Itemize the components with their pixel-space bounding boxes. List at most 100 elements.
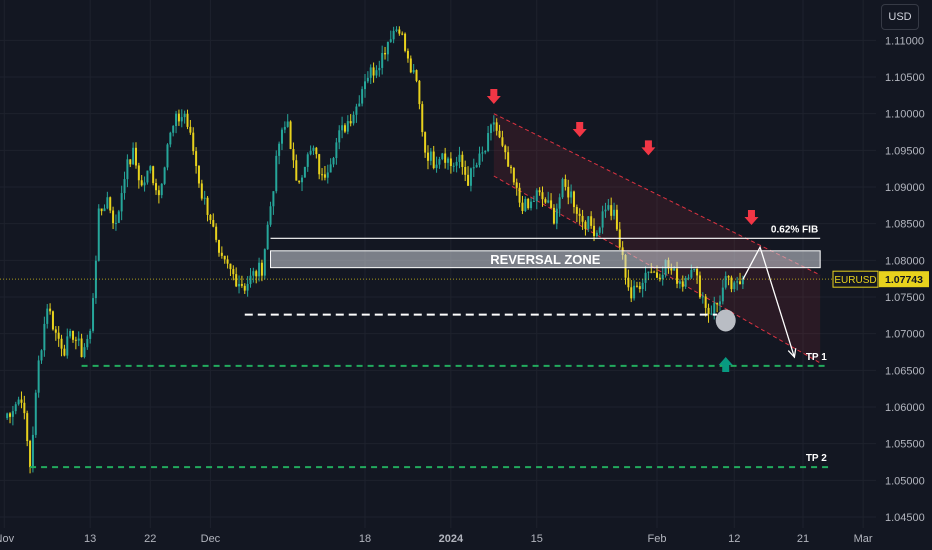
candle-body — [326, 172, 329, 178]
candle-body — [352, 114, 355, 124]
candle-body — [524, 198, 527, 211]
y-tick-label: 1.10500 — [885, 72, 925, 84]
candle-body — [255, 271, 258, 277]
candle-body — [283, 126, 286, 130]
candle-body — [341, 125, 344, 131]
candle-body — [269, 206, 272, 225]
x-tick-label: Dec — [201, 533, 221, 545]
reversal-zone-box — [270, 250, 821, 269]
candle-body — [535, 190, 538, 201]
candle-body — [292, 149, 295, 161]
candles-group — [6, 26, 744, 474]
candle-body — [94, 260, 97, 299]
candle-body — [278, 143, 281, 156]
candle-body — [29, 441, 32, 468]
candle-body — [467, 174, 470, 186]
candle-body — [152, 166, 155, 184]
candle-body — [286, 121, 289, 127]
candle-body — [86, 338, 89, 348]
candle-body — [478, 153, 481, 166]
candle-body — [243, 285, 246, 291]
candle-body — [595, 232, 598, 237]
candle-body — [481, 152, 484, 154]
candle-body — [552, 207, 555, 224]
candle-body — [37, 360, 40, 393]
candle-body — [424, 132, 427, 153]
currency-button[interactable]: USD — [881, 4, 919, 30]
candle-body — [192, 132, 195, 152]
candle-body — [378, 67, 381, 71]
candle-body — [384, 52, 387, 55]
price-tag-box — [879, 271, 929, 288]
candle-body — [366, 77, 369, 82]
candle-body — [421, 104, 424, 133]
candle-body — [658, 277, 661, 279]
candle-body — [575, 207, 578, 214]
candle-body — [34, 392, 37, 435]
level-label: TP 1 — [806, 352, 827, 363]
candle-body — [409, 58, 412, 73]
candle-body — [40, 350, 43, 361]
candle-body — [358, 103, 361, 107]
candle-body — [741, 279, 744, 285]
candle-body — [306, 154, 309, 167]
candle-body — [489, 124, 492, 134]
candle-body — [332, 158, 335, 165]
level-label: TP 2 — [806, 453, 827, 464]
candle-body — [598, 227, 601, 233]
candle-body — [137, 165, 140, 181]
down-arrow-icon — [572, 122, 587, 137]
candle-body — [180, 117, 183, 122]
candle-body — [229, 263, 232, 270]
candle-body — [684, 277, 687, 287]
candle-body — [186, 113, 189, 127]
candle-body — [363, 81, 367, 90]
candle-body — [395, 29, 398, 31]
candle-body — [215, 226, 218, 240]
candle-body — [544, 199, 547, 203]
candle-body — [512, 168, 515, 183]
candle-body — [475, 165, 478, 168]
x-tick-label: 18 — [359, 533, 371, 545]
candle-body — [372, 67, 375, 76]
candle-body — [226, 259, 229, 264]
y-tick-label: 1.07000 — [885, 329, 925, 341]
candle-body — [51, 311, 54, 330]
candle-body — [550, 200, 553, 208]
candle-body — [149, 166, 152, 171]
candle-body — [375, 70, 378, 76]
highlight-circle — [715, 309, 736, 332]
candle-body — [530, 201, 533, 209]
candle-body — [312, 147, 315, 151]
candle-body — [389, 39, 392, 42]
candle-body — [97, 208, 100, 261]
candle-body — [593, 225, 596, 237]
candle-body — [20, 399, 23, 403]
candle-body — [143, 182, 146, 186]
candle-body — [235, 274, 238, 287]
candle-body — [323, 174, 326, 178]
candle-body — [146, 170, 149, 183]
candle-body — [155, 183, 158, 191]
candle-body — [392, 30, 395, 40]
candle-body — [515, 182, 518, 188]
candle-body — [17, 399, 20, 405]
candle-body — [633, 285, 636, 299]
y-tick-label: 1.09500 — [885, 145, 925, 157]
reversal-zone-label: REVERSAL ZONE — [490, 252, 601, 267]
candle-body — [644, 272, 647, 283]
candle-body — [66, 336, 69, 356]
level-label: 0.62% FIB — [771, 224, 818, 235]
candle-body — [739, 281, 742, 285]
candle-body — [266, 224, 269, 250]
symbol-tag-box — [832, 270, 879, 288]
candle-body — [160, 183, 163, 196]
candle-body — [386, 41, 389, 55]
candle-body — [163, 167, 166, 184]
candle-body — [487, 133, 490, 152]
candle-body — [6, 413, 9, 419]
candle-body — [106, 197, 109, 209]
candle-body — [650, 271, 653, 273]
down-arrow-icon — [641, 140, 656, 156]
